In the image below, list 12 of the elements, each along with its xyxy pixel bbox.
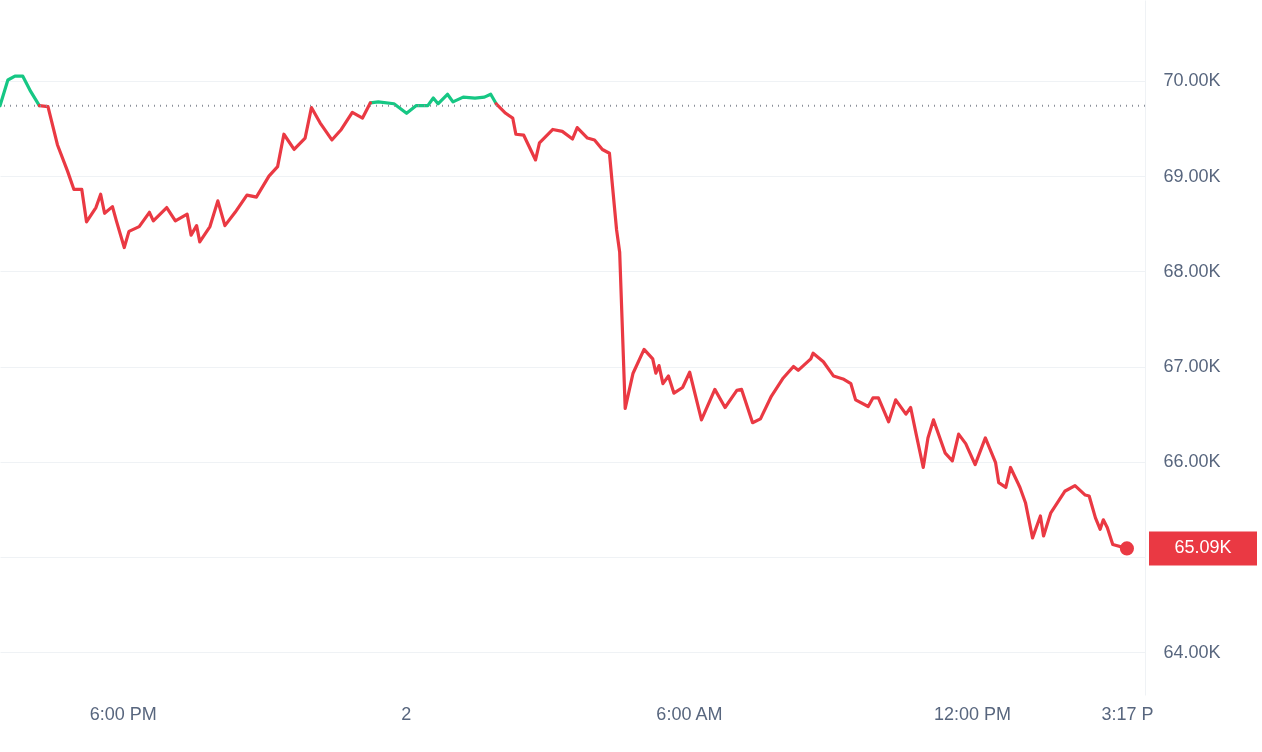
y-tick-label: 68.00K [1163, 260, 1221, 281]
y-tick-label: 70.00K [1163, 70, 1221, 91]
y-tick-label: 67.00K [1163, 356, 1221, 377]
x-tick-label: 6:00 AM [656, 703, 723, 724]
x-tick-label: 12:00 PM [933, 703, 1012, 724]
x-tick-label: 3:17 P [1101, 703, 1154, 724]
y-tick-label: 66.00K [1163, 451, 1221, 472]
annotation: 65.09K [1174, 537, 1232, 558]
y-tick-label: 64.00K [1163, 641, 1221, 662]
x-tick-label: 6:00 PM [89, 703, 157, 724]
x-tick-label: 2 [401, 703, 412, 724]
y-tick-label: 69.00K [1163, 165, 1221, 186]
